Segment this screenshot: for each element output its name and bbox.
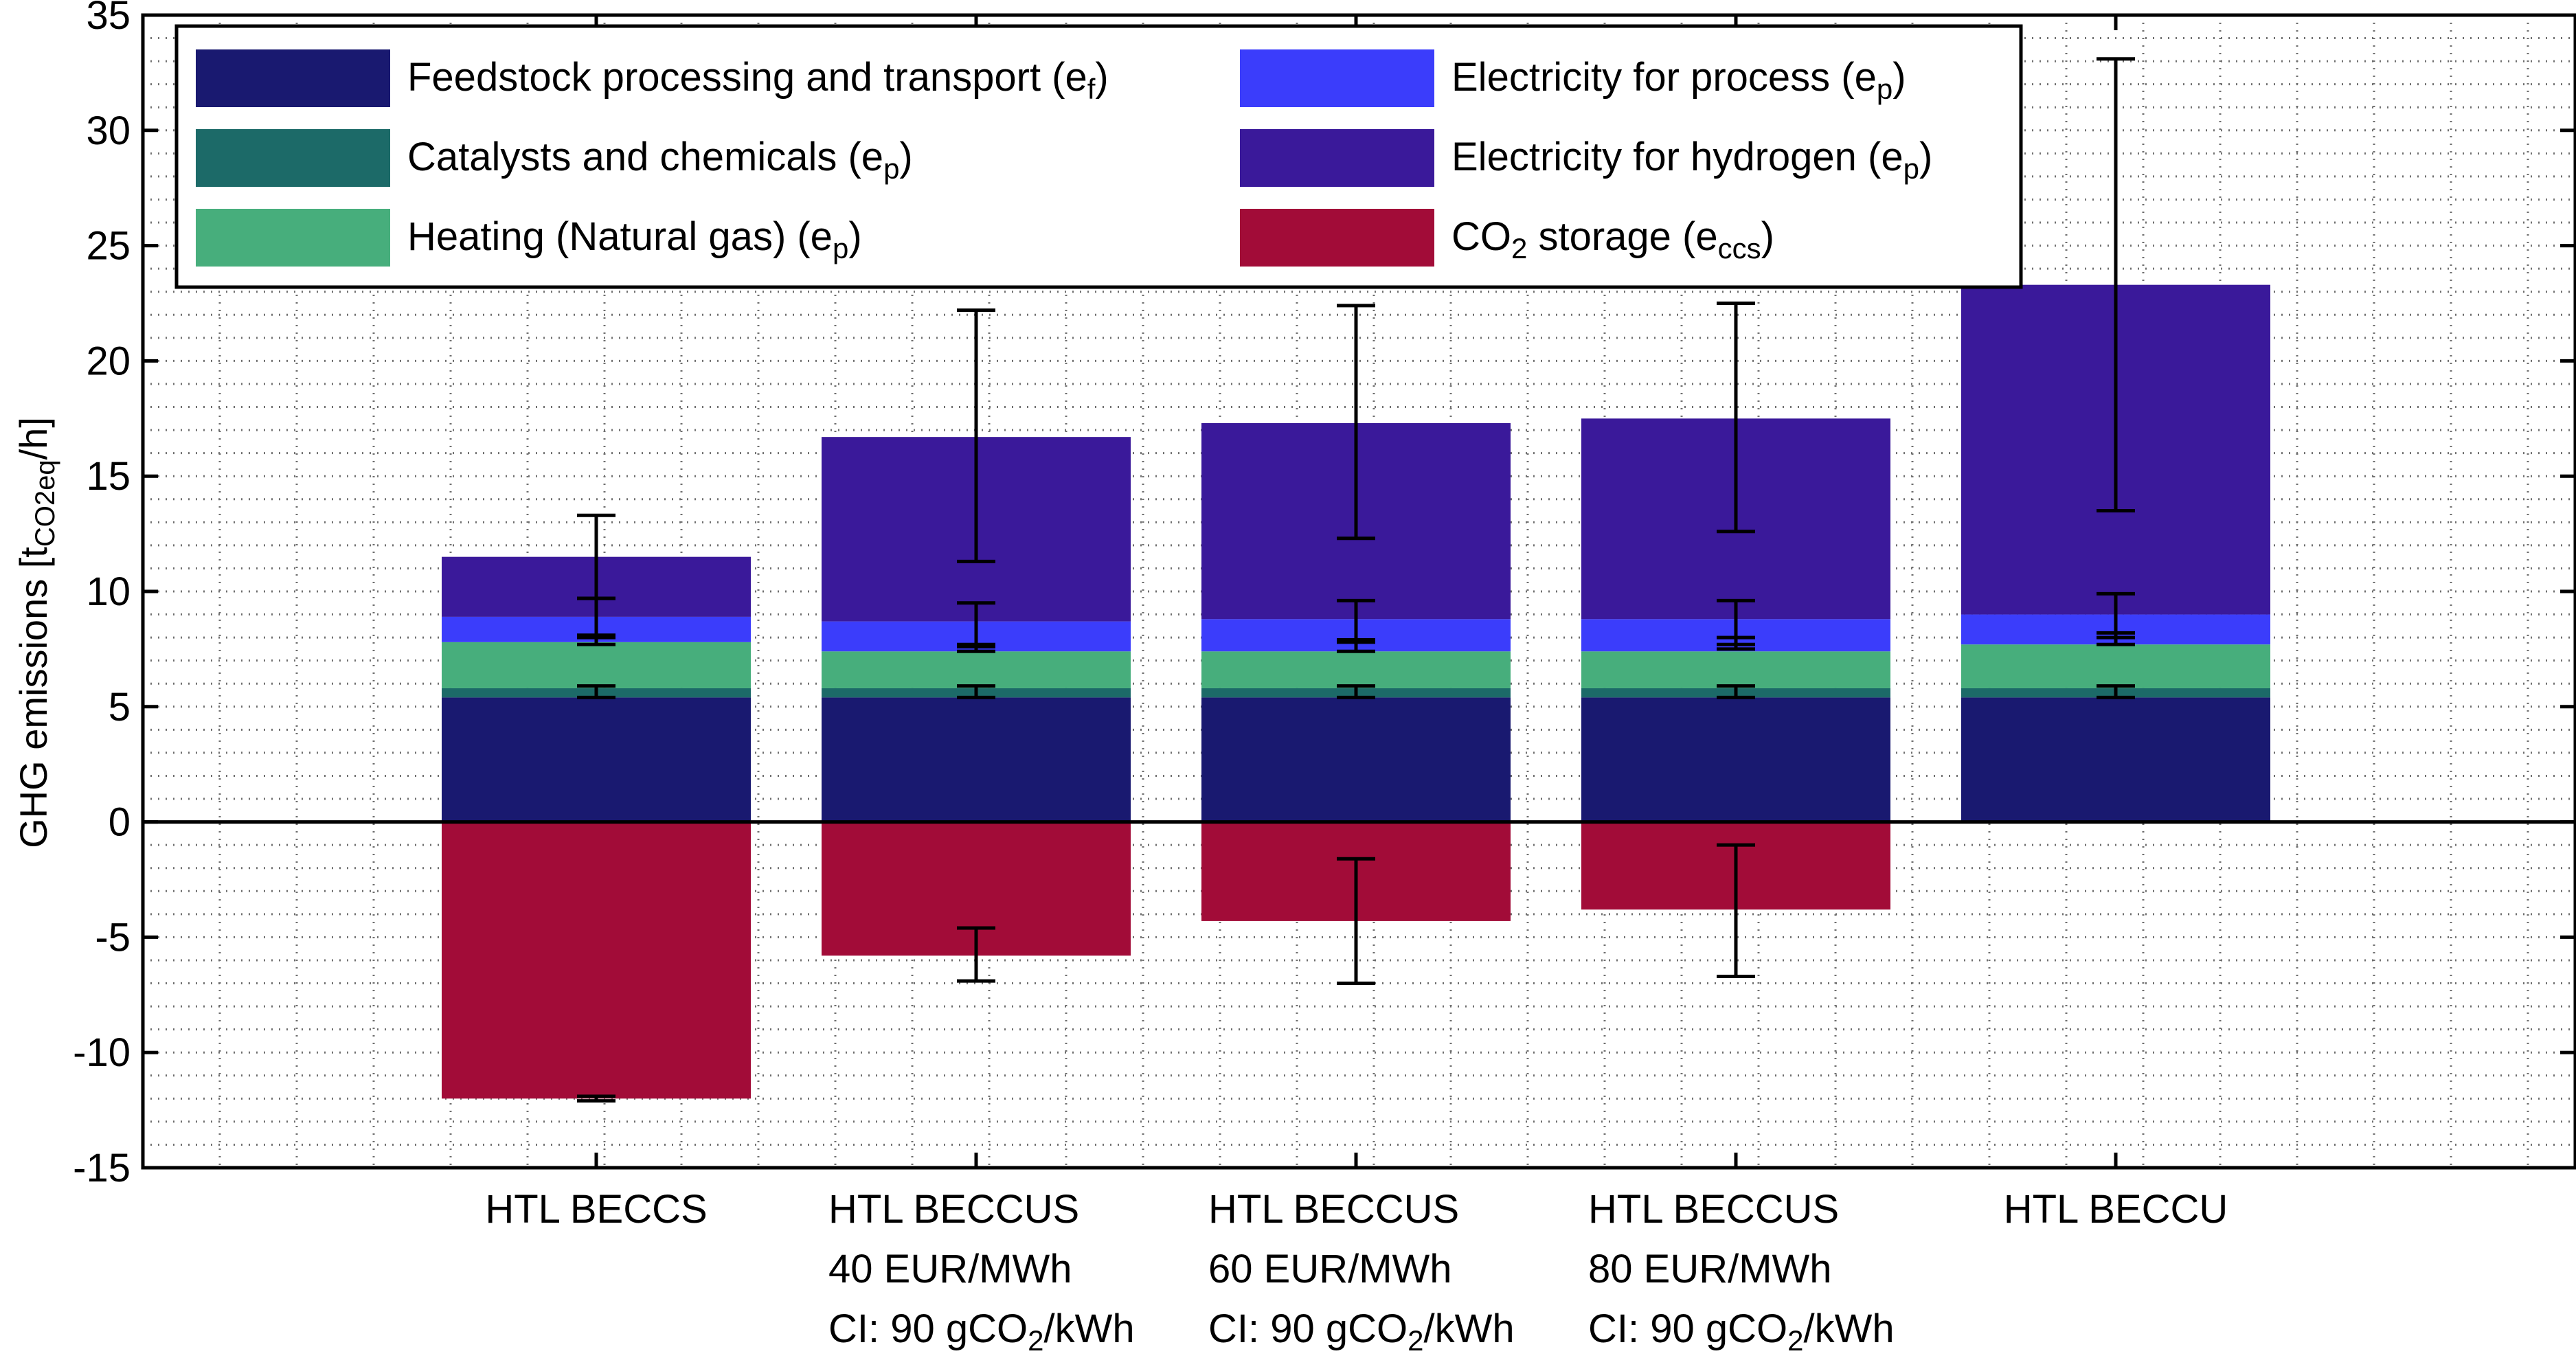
legend-item-0[interactable]: Feedstock processing and transport (ef) [196,49,1109,107]
legend-swatch [1240,129,1434,187]
y-tick-label: 0 [109,800,131,845]
legend-item-4[interactable]: Electricity for hydrogen (ep) [1240,129,1932,187]
error-bar-s4-c4 [2097,57,2135,513]
y-tick-label: 35 [86,0,131,38]
legend-label: Electricity for process (ep) [1451,55,1906,105]
legend-swatch [1240,209,1434,267]
category-label-line: HTL BECCUS [1588,1187,1839,1232]
legend-item-1[interactable]: Catalysts and chemicals (ep) [196,129,913,187]
x-axis-labels: HTL BECCS HTL BECCUS 40 EUR/MWh CI: 90 gCO2… [485,1187,2228,1357]
y-tick-label: 30 [86,109,131,153]
bar-segment-s2-c4 [1961,644,2270,688]
bar-segment-s0-c4 [1961,697,2270,822]
legend-swatch [196,129,390,187]
y-tick-label: -10 [73,1030,131,1075]
bar-segment-s0-c3 [1581,697,1890,822]
legend-label: Electricity for hydrogen (ep) [1451,135,1932,185]
error-bar-s3-c4 [2097,591,2135,640]
legend-label: Catalysts and chemicals (ep) [407,135,913,185]
error-bar-s3-c1 [957,601,995,649]
error-bar-s3-c3 [1717,598,1755,646]
bar-segment-s0-c2 [1201,697,1511,822]
bar-segment-s0-c0 [442,697,751,822]
error-bar-s0-c4 [2097,684,2135,699]
legend-label: CO2 storage (eccs) [1451,214,1774,264]
error-bar-s4-c1 [957,308,995,563]
y-tick-label: 15 [86,454,131,499]
error-bar-s0-c0 [577,684,615,699]
error-bar-s4-c3 [1717,302,1755,534]
legend-swatch [196,209,390,267]
category-label-line: CI: 90 gCO2/kWh [1208,1306,1515,1357]
error-bar-s4-c2 [1337,304,1375,541]
y-axis: 35 30 25 20 15 10 5 0 -5 -10 -15 [73,0,2575,1190]
error-bar-s5-c0 [577,1094,615,1103]
legend-swatch [196,49,390,107]
error-bar-s5-c1 [957,926,995,983]
legend-swatch [1240,49,1434,107]
y-tick-label: -5 [95,915,131,960]
category-label-line: CI: 90 gCO2/kWh [1588,1306,1895,1357]
category-label-line: HTL BECCS [485,1187,707,1232]
error-bar-s0-c2 [1337,684,1375,699]
y-tick-label: 20 [86,339,131,383]
bar-segment-s5-c0 [442,822,751,1099]
category-label-line: HTL BECCU [2004,1187,2228,1232]
legend-box [174,24,2023,289]
legend-item-2[interactable]: Heating (Natural gas) (ep) [196,209,862,267]
category-label-line: HTL BECCUS [828,1187,1079,1232]
y-tick-label: 5 [109,685,131,729]
error-bar-s0-c1 [957,684,995,699]
category-label-line: HTL BECCUS [1208,1187,1459,1232]
category-label-line: 60 EUR/MWh [1208,1247,1452,1291]
bar-segment-s2-c2 [1201,651,1511,688]
legend-item-5[interactable]: CO2 storage (eccs) [1240,209,1774,267]
error-bar-s0-c3 [1717,684,1755,699]
y-tick-label: 10 [86,569,131,614]
y-axis-title: GHG emissions [tCO2eq/h] [12,417,60,848]
legend-label: Heating (Natural gas) (ep) [407,214,862,264]
legend-label: Feedstock processing and transport (ef) [407,55,1109,105]
error-bar-s4-c0 [577,513,615,600]
legend: Feedstock processing and transport (ef) C… [174,24,2023,289]
error-bar-s5-c3 [1717,843,1755,978]
category-label-line: 80 EUR/MWh [1588,1247,1832,1291]
bar-segment-s2-c0 [442,642,751,688]
bar-segment-s2-c3 [1581,651,1890,688]
legend-item-3[interactable]: Electricity for process (ep) [1240,49,1906,107]
y-tick-label: -15 [73,1146,131,1190]
error-bar-s3-c2 [1337,598,1375,644]
category-label-line: 40 EUR/MWh [828,1247,1072,1291]
error-bar-s5-c2 [1337,857,1375,986]
y-tick-label: 25 [86,224,131,269]
bar-segment-s0-c1 [822,697,1131,822]
bar-segment-s2-c1 [822,651,1131,688]
error-bars [577,57,2135,1103]
category-label-line: CI: 90 gCO2/kWh [828,1306,1135,1357]
